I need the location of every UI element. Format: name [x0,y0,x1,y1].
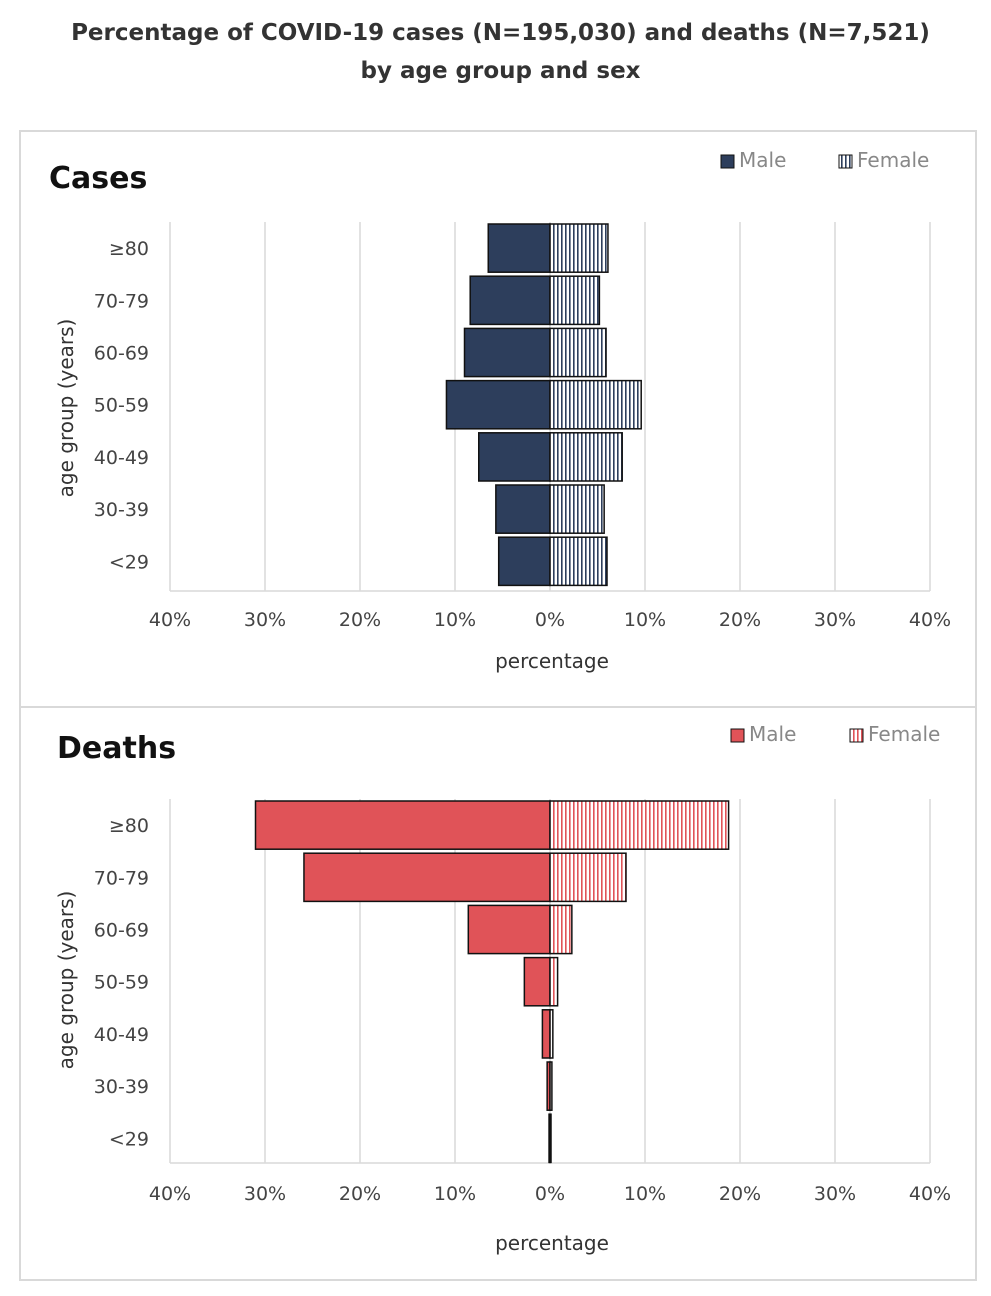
cases-bar-male [469,275,551,326]
deaths-legend-male-swatch [730,728,745,743]
deaths-bar-male [467,904,551,955]
deaths-x-tick-label: 10% [624,1183,666,1205]
cases-x-tick-label: 40% [149,609,191,631]
deaths-x-axis-title: percentage [495,1231,609,1255]
cases-bar-female [549,327,607,378]
cases-x-tick-label: 30% [244,609,286,631]
cases-x-tick-label: 0% [535,609,565,631]
cases-bar-male [445,379,551,430]
cases-legend-male-label: Male [739,148,786,172]
deaths-bar-female [549,904,573,955]
cases-legend-male-swatch [720,154,735,169]
cases-legend-female-label: Female [857,148,929,172]
deaths-legend-female-swatch [849,728,864,743]
deaths-y-tick-label: 60-69 [94,920,149,942]
deaths-bar-male [303,852,551,903]
deaths-y-tick-label: 40-49 [94,1024,149,1046]
deaths-y-tick-label: ≥80 [109,815,149,837]
cases-y-tick-label: 30-39 [94,499,149,521]
cases-x-tick-label: 30% [814,609,856,631]
chart-title-line-1: Percentage of COVID-19 cases (N=195,030)… [71,20,930,46]
deaths-y-tick-label: <29 [109,1128,149,1150]
cases-bar-female [549,379,642,430]
cases-bar-female [549,536,608,587]
cases-y-axis-title: age group (years) [54,319,78,498]
deaths-x-tick-label: 20% [339,1183,381,1205]
deaths-bar-female [549,956,559,1007]
cases-bar-male [478,432,551,482]
deaths-legend-male-label: Male [749,722,796,746]
cases-x-tick-label: 10% [624,609,666,631]
deaths-chart-panel: Deaths 40% 30% 20% 10% 0% 10% 20% 30% 40% ≥80 70-79… [19,706,977,1281]
deaths-legend-female-label: Female [868,722,940,746]
deaths-bar-male [541,1009,551,1059]
deaths-bar-male [254,800,551,850]
cases-x-tick-label: 10% [434,609,476,631]
deaths-y-tick-label: 50-59 [94,972,149,994]
deaths-y-tick-label: 30-39 [94,1076,149,1098]
cases-y-tick-label: 50-59 [94,395,149,417]
deaths-y-tick-label: 70-79 [94,867,149,889]
deaths-bar-female [549,1113,552,1164]
cases-y-tick-label: <29 [109,551,149,573]
cases-panel-title: Cases [49,161,147,196]
cases-y-tick-label: 70-79 [94,290,149,312]
chart-title-line-2: by age group and sex [360,58,641,84]
deaths-bar-male [523,956,551,1007]
deaths-bar-female [549,800,730,850]
deaths-x-tick-label: 40% [149,1183,191,1205]
cases-y-tick-label: 40-49 [94,447,149,469]
cases-chart-panel: Cases 40% 30% 20% 10% 0% 10% 20% 30% 40% ≥80 70-79 6… [19,130,977,708]
cases-bar-male [487,223,551,273]
deaths-y-axis-title: age group (years) [54,891,78,1070]
deaths-bar-female [549,1009,554,1059]
deaths-x-tick-label: 40% [909,1183,951,1205]
cases-x-tick-label: 40% [909,609,951,631]
cases-y-tick-label: 60-69 [94,343,149,365]
cases-legend-female-swatch [838,154,853,169]
deaths-x-tick-label: 30% [244,1183,286,1205]
cases-x-axis-title: percentage [495,649,609,673]
cases-bar-female [549,275,601,326]
deaths-x-tick-label: 30% [814,1183,856,1205]
deaths-bar-female [549,852,627,903]
cases-bar-male [463,327,551,378]
deaths-x-tick-label: 20% [719,1183,761,1205]
cases-x-tick-label: 20% [719,609,761,631]
chart-main-title: Percentage of COVID-19 cases (N=195,030)… [0,14,991,90]
deaths-panel-title: Deaths [57,731,176,766]
cases-y-tick-label: ≥80 [109,238,149,260]
deaths-chart-svg: Deaths 40% 30% 20% 10% 0% 10% 20% 30% 40% ≥80 70-79… [54,722,951,1255]
cases-bar-female [549,484,605,534]
cases-bar-male [495,484,551,534]
deaths-x-tick-label: 10% [434,1183,476,1205]
cases-bar-male [497,536,551,587]
deaths-x-tick-label: 0% [535,1183,565,1205]
cases-x-tick-label: 20% [339,609,381,631]
cases-chart-svg: Cases 40% 30% 20% 10% 0% 10% 20% 30% 40% ≥80 70-79 6… [49,148,951,673]
deaths-bar-female [549,1061,553,1111]
cases-bar-female [549,432,623,482]
cases-bar-female [549,223,609,273]
